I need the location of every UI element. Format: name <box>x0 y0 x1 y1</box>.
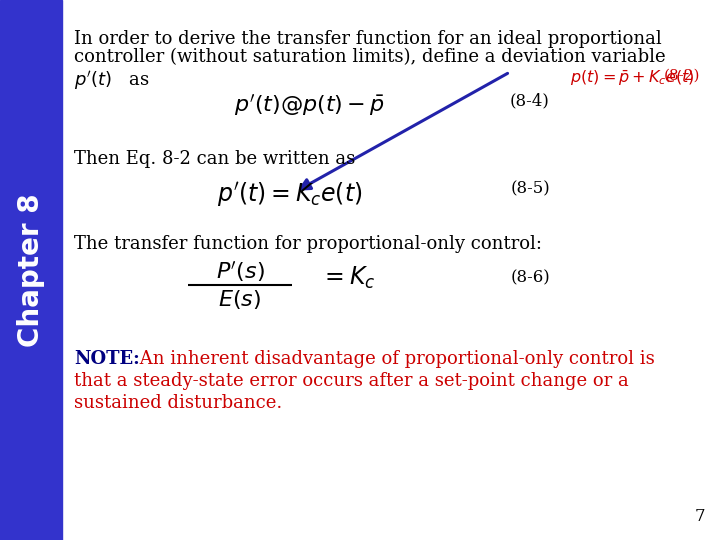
Text: that a steady-state error occurs after a set-point change or a: that a steady-state error occurs after a… <box>74 372 629 390</box>
Text: (8-2): (8-2) <box>664 69 700 83</box>
Text: (8-4): (8-4) <box>510 92 550 109</box>
Text: controller (without saturation limits), define a deviation variable: controller (without saturation limits), … <box>74 48 665 66</box>
Text: The transfer function for proportional-only control:: The transfer function for proportional-o… <box>74 235 542 253</box>
Text: sustained disturbance.: sustained disturbance. <box>74 394 282 412</box>
Text: NOTE:: NOTE: <box>74 350 140 368</box>
Text: $p'(t)@p(t)-\bar{p}$: $p'(t)@p(t)-\bar{p}$ <box>235 92 385 118</box>
Text: An inherent disadvantage of proportional-only control is: An inherent disadvantage of proportional… <box>134 350 654 368</box>
Text: $E(s)$: $E(s)$ <box>218 288 261 311</box>
Text: Chapter 8: Chapter 8 <box>17 193 45 347</box>
Text: In order to derive the transfer function for an ideal proportional: In order to derive the transfer function… <box>74 30 662 48</box>
Bar <box>0 0 62 540</box>
Text: (8-6): (8-6) <box>510 269 550 286</box>
Text: $p'(t)$   as: $p'(t)$ as <box>74 69 150 92</box>
Text: $p(t)=\bar{p}+K_c e(t)$: $p(t)=\bar{p}+K_c e(t)$ <box>570 69 695 88</box>
Text: $p'(t)=K_c e(t)$: $p'(t)=K_c e(t)$ <box>217 180 363 208</box>
Text: $P'(s)$: $P'(s)$ <box>215 260 264 285</box>
Text: (8-5): (8-5) <box>510 180 550 197</box>
Text: 7: 7 <box>694 508 705 525</box>
Text: $= K_c$: $= K_c$ <box>320 265 375 291</box>
Text: Then Eq. 8-2 can be written as: Then Eq. 8-2 can be written as <box>74 150 355 168</box>
